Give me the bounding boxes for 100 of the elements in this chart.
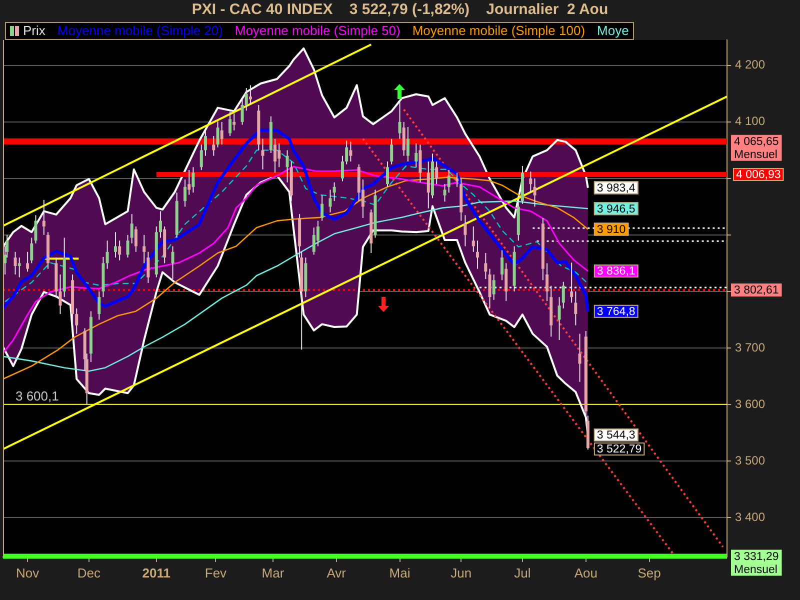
candlestick — [418, 144, 422, 183]
candlestick — [204, 130, 207, 156]
candlestick — [435, 160, 438, 185]
candlestick — [332, 182, 336, 202]
candlestick — [476, 240, 479, 270]
candlestick — [533, 178, 536, 208]
data-label: 4 006,93 — [736, 169, 781, 182]
candlestick — [546, 262, 549, 302]
candlestick — [184, 179, 187, 208]
candlestick — [248, 84, 252, 106]
candlestick — [345, 140, 348, 165]
candlestick — [220, 121, 224, 146]
y-tick-label: 3 700 — [735, 340, 766, 354]
x-tick-label: 2011 — [142, 565, 170, 580]
candlestick — [14, 251, 17, 275]
candlestick — [341, 155, 344, 182]
annotation: 3 522,79 — [596, 444, 642, 456]
candlestick — [574, 290, 578, 326]
candlestick — [562, 281, 565, 309]
candlestick — [75, 308, 78, 334]
x-tick-label: Avr — [326, 565, 347, 580]
x-tick-label: Mai — [389, 565, 410, 580]
y-tick-label: 4 100 — [735, 114, 766, 128]
candlestick — [126, 234, 130, 258]
candlestick — [30, 237, 34, 264]
y-tick-label: 4 200 — [735, 58, 766, 72]
y-tick-label: 3 500 — [735, 453, 766, 468]
candlestick — [390, 138, 394, 165]
data-label: 3 836,1 — [596, 266, 636, 278]
chart-title: PXI - CAC 40 INDEX 3 522,79 (-1,82%) Journalier 2 Aou — [190, 0, 610, 20]
candlestick — [240, 98, 244, 126]
data-label: 3 764,8 — [596, 306, 636, 318]
candlestick — [504, 262, 508, 302]
candlestick — [244, 88, 248, 112]
candlestick — [320, 194, 324, 222]
x-tick-label: Sep — [638, 565, 661, 580]
candlestick — [529, 171, 532, 194]
text: Moyenne mobile (Simple 100) — [412, 23, 586, 38]
candlestick — [134, 226, 138, 252]
x-tick-label: Jul — [514, 565, 531, 580]
candlestick — [456, 172, 459, 188]
candlestick — [570, 262, 574, 304]
x-tick-label: Dec — [77, 565, 101, 580]
candlestick — [578, 333, 582, 382]
y-tick-label: 3 400 — [735, 510, 766, 524]
candlestick — [492, 274, 496, 300]
candlestick — [447, 169, 450, 194]
text: Moyenne mobile (Simple 20) — [57, 23, 223, 38]
candlestick — [500, 250, 504, 281]
candlestick — [349, 141, 352, 162]
candlestick — [118, 240, 122, 261]
candlestick — [558, 296, 561, 341]
candlestick — [18, 257, 21, 278]
candlestick — [406, 126, 410, 162]
candlestick — [26, 251, 30, 272]
candlestick — [216, 120, 220, 148]
x-tick-label: Mar — [262, 565, 285, 580]
ref-line-label: 3 331,29 Mensuel — [734, 550, 779, 576]
candlestick — [232, 112, 236, 131]
y-tick-label: 3 600 — [735, 396, 766, 411]
candlestick — [443, 184, 446, 202]
legend-label: Prix — [23, 23, 46, 38]
x-tick-label: Nov — [16, 565, 40, 580]
candlestick — [472, 226, 475, 252]
data-label: 3 983,4 — [596, 182, 636, 194]
candlestick — [192, 166, 195, 194]
candlestick — [130, 214, 134, 244]
text: Moye — [597, 23, 629, 38]
candlestick — [200, 144, 203, 170]
candlestick — [212, 136, 216, 156]
candlestick — [171, 246, 174, 280]
candlestick — [142, 234, 146, 264]
x-tick-label: Fev — [204, 565, 228, 580]
candlestick — [286, 150, 289, 183]
candlestick — [106, 240, 109, 270]
candlestick — [386, 160, 389, 188]
candlestick — [58, 274, 62, 315]
x-tick-label: Aou — [574, 565, 598, 580]
candlestick — [426, 160, 430, 209]
candlestick — [414, 142, 418, 168]
candlestick — [42, 199, 46, 236]
candlestick — [464, 214, 467, 247]
ref-line-label: 4 065,65 Mensuel — [734, 136, 779, 162]
candlestick — [34, 214, 38, 244]
data-label: 3 946,5 — [596, 203, 636, 216]
candlestick — [188, 169, 191, 196]
candlestick — [146, 251, 150, 284]
data-label: 3 544,3 — [596, 430, 636, 442]
candlestick — [261, 138, 264, 170]
candlestick — [328, 189, 332, 213]
x-tick-label: Jun — [450, 565, 472, 580]
candlestick — [228, 111, 232, 137]
candlestick — [98, 290, 101, 320]
annotation: 3 600,1 — [15, 388, 59, 404]
candlestick — [312, 227, 316, 256]
data-label: 3 910 — [596, 224, 626, 236]
candlestick — [278, 142, 281, 168]
candlestick — [488, 268, 492, 308]
candlestick — [114, 232, 117, 258]
candlestick — [402, 121, 406, 156]
